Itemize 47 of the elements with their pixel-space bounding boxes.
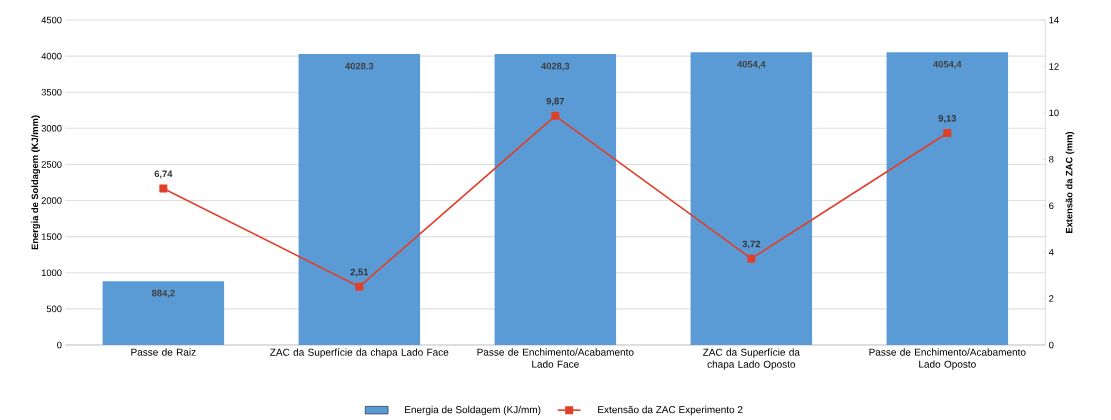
data-label: 9,87 [546, 97, 564, 106]
y2-tick-label: 4 [1048, 249, 1054, 256]
data-label: 884,2 [151, 289, 175, 298]
y-tick-label: 1000 [41, 269, 62, 277]
point [159, 184, 168, 193]
bar [886, 52, 1009, 346]
x-tick-label: ZAC da Superfície da chapa Lado Oposto [703, 348, 800, 370]
y-axis-title: Energia de Soldagem (KJ/mm) [31, 115, 41, 250]
data-label: 3,72 [742, 240, 761, 249]
y2-tick-label: 10 [1049, 109, 1059, 117]
y-tick-label: 500 [46, 305, 62, 313]
data-label: 2,51 [350, 268, 369, 277]
x-tick-label: Passe de Enchimento/Acabamento Lado Face [477, 348, 634, 368]
data-label: 4054,4 [737, 61, 766, 69]
y2-tick-label: 14 [1049, 16, 1059, 24]
y-tick-label: 3500 [41, 89, 62, 96]
bar [494, 54, 617, 346]
bar [298, 54, 421, 346]
point [747, 254, 756, 263]
y-tick-label: 1500 [41, 233, 62, 241]
data-label: 4028.3 [345, 62, 374, 70]
y-tick-label: 4000 [41, 52, 62, 60]
data-label: 9,13 [938, 115, 957, 124]
data-label: 4028,3 [541, 62, 570, 71]
y-tick-label: 2000 [41, 197, 62, 204]
data-label: 4054,4 [933, 61, 962, 69]
y-tick-label: 2500 [41, 161, 62, 168]
x-tick-label: Passe de Raiz [131, 348, 196, 356]
bar [690, 52, 813, 346]
y-tick-label: 3000 [41, 125, 62, 132]
bar [102, 281, 225, 346]
x-tick-label: Passe de Enchimento/Acabamento Lado Oposto [869, 348, 1026, 370]
y2-tick-label: 0 [1049, 341, 1054, 349]
y2-tick-label: 6 [1049, 202, 1054, 210]
y2-tick-label: 2 [1049, 295, 1054, 302]
point [355, 282, 364, 291]
y-tick-label: 4500 [41, 16, 62, 24]
point [551, 111, 560, 120]
x-tick-label: ZAC da Superfície da chapa Lado Face [270, 348, 449, 358]
legend-label: Energia de Soldagem (KJ/mm) [405, 405, 541, 416]
y2-axis-title: Extensão da ZAC (mm) [1065, 131, 1075, 234]
y-tick-label: 0 [57, 341, 62, 349]
data-label: 6,74 [154, 170, 173, 179]
y2-tick-label: 8 [1049, 156, 1054, 163]
y2-tick-label: 12 [1049, 63, 1059, 70]
point [943, 129, 952, 138]
legend-label: Extensão da ZAC Experimento 2 [598, 405, 743, 416]
